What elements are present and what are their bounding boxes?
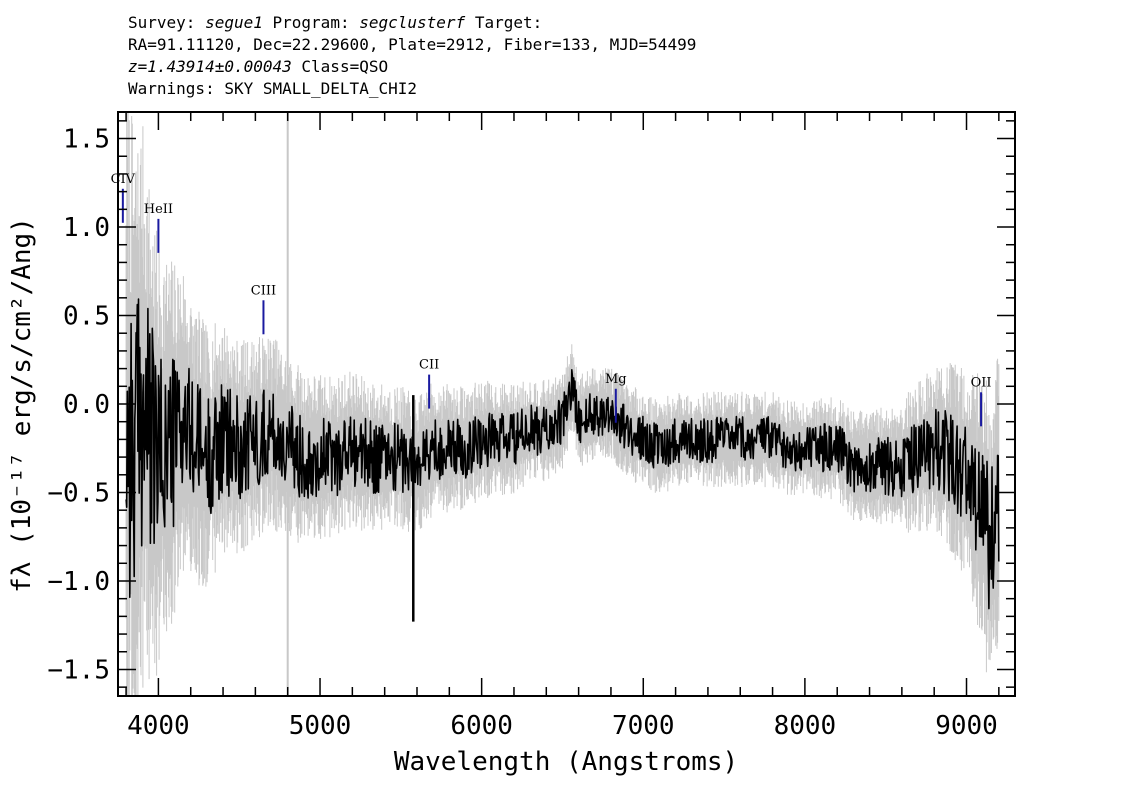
target-label: Target: — [474, 13, 543, 32]
header-line-2: RA=91.11120, Dec=22.29600, Plate=2912, F… — [128, 35, 697, 54]
program-label: Program: — [272, 13, 350, 32]
header-line-1: Survey: segue1 Program: segclusterf Targ… — [128, 12, 1028, 34]
line-label-oii: OII — [971, 375, 992, 390]
tick-label-layer: 4000 5000 6000 7000 8000 9000 −1.5 −1.0 −0.5 0.0 0… — [47, 125, 997, 741]
x-axis-title: Wavelength (Angstroms) — [394, 747, 738, 777]
survey-value: segue1 — [205, 13, 263, 32]
flux-line — [125, 298, 1000, 610]
x-tick-label: 8000 — [774, 711, 837, 741]
survey-label: Survey: — [128, 13, 196, 32]
x-tick-label: 4000 — [127, 711, 190, 741]
line-label-heii: HeII — [144, 202, 173, 217]
line-label-ciii: CIII — [251, 283, 276, 298]
line-marker-layer: CIV HeII CIII CII Mg OII — [111, 172, 992, 427]
y-tick-label: 0.0 — [63, 390, 110, 420]
program-value: segclusterf — [359, 13, 466, 32]
spectrum-header: Survey: segue1 Program: segclusterf Targ… — [128, 12, 1028, 100]
y-tick-label: 1.0 — [63, 213, 110, 243]
x-tick-label: 9000 — [935, 711, 998, 741]
line-label-mg: Mg — [605, 372, 627, 387]
y-tick-label: 0.5 — [63, 302, 110, 332]
line-label-civ: CIV — [111, 172, 136, 187]
line-label-cii: CII — [419, 358, 439, 373]
flux-line-layer — [125, 298, 1000, 622]
x-tick-label: 6000 — [450, 711, 513, 741]
redshift-value: z=1.43914±0.00043 — [128, 57, 292, 76]
y-axis-title: fλ (10⁻¹⁷ erg/s/cm²/Ang) — [7, 217, 37, 593]
x-tick-label: 5000 — [289, 711, 352, 741]
header-line-3: z=1.43914±0.00043 Class=QSO — [128, 56, 1028, 78]
tick-layer — [118, 112, 1015, 696]
header-line-4: Warnings: SKY SMALL_DELTA_CHI2 — [128, 79, 417, 98]
y-tick-label: 1.5 — [63, 125, 110, 155]
x-tick-label: 7000 — [612, 711, 675, 741]
y-tick-label: −1.0 — [47, 567, 110, 597]
y-tick-label: −1.5 — [47, 655, 110, 685]
y-tick-label: −0.5 — [47, 478, 110, 508]
class-value: Class=QSO — [301, 57, 389, 76]
